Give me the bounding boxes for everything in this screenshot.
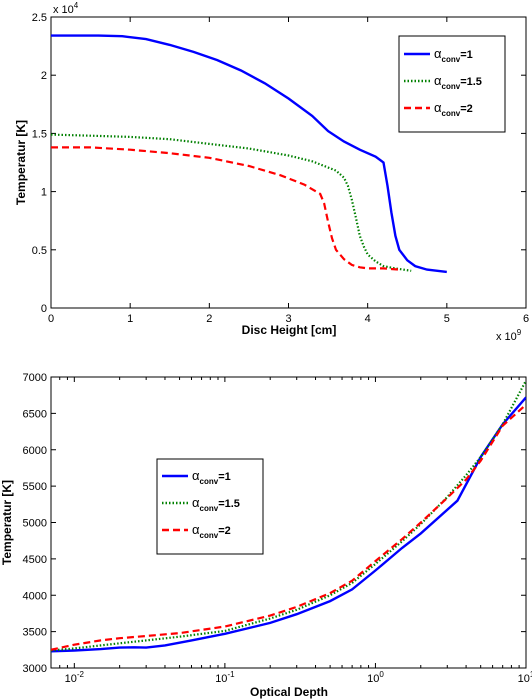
y-tick-label: 3500 xyxy=(23,627,47,639)
x-tick-label: 0 xyxy=(48,313,54,325)
y-tick-label: 3000 xyxy=(23,663,47,675)
y-tick-label: 1.5 xyxy=(32,128,47,140)
y-tick-label: 6000 xyxy=(23,445,47,457)
y-tick-label: 0.5 xyxy=(32,245,47,257)
y-tick-label: 1 xyxy=(41,187,47,199)
series-lines-1 xyxy=(51,34,447,274)
legend-label: αconv=1.5 xyxy=(192,495,240,513)
legend-1: αconv=1 αconv=1.5 αconv=2 xyxy=(398,35,506,133)
ticks-2: 10-2 10-1 100 101 3000 3500 4000 4500 5000 5500 60… xyxy=(23,372,532,685)
x-tick-label: 3 xyxy=(285,313,291,325)
legend-label: αconv=2 xyxy=(192,522,231,540)
y-tick-label: 4500 xyxy=(23,554,47,566)
y-tick-label: 2 xyxy=(41,70,47,82)
series-line xyxy=(51,133,412,272)
x-tick-label: 101 xyxy=(518,670,532,685)
ticks-1: 0 1 2 3 4 5 6 0 0.5 1 1.5 2 2.5 xyxy=(32,12,529,325)
x-tick-label: 10-2 xyxy=(65,670,85,685)
legend-label: αconv=1 xyxy=(192,468,231,486)
chart-optical-depth: 10-2 10-1 100 101 3000 3500 4000 4500 5000 5500 60… xyxy=(0,372,532,699)
legend-label: αconv=1.5 xyxy=(434,73,482,91)
x-tick-label: 4 xyxy=(365,313,371,325)
x-tick-label: 5 xyxy=(444,313,450,325)
chart-disc-height: 0 1 2 3 4 5 6 0 0.5 1 1.5 2 2.5 Disc Height [cm] Tem… xyxy=(14,1,529,343)
x-multiplier-1: x 109 xyxy=(496,328,522,343)
y-axis-label-2: Temperatur [K] xyxy=(0,480,14,565)
series-line xyxy=(51,396,526,653)
y-tick-label: 2.5 xyxy=(32,12,47,24)
y-tick-label: 5500 xyxy=(23,481,47,493)
y-multiplier-1: x 104 xyxy=(53,1,79,16)
legend-box-1 xyxy=(398,35,506,133)
y-tick-label: 0 xyxy=(41,303,47,315)
series-line xyxy=(51,146,400,271)
x-tick-label: 6 xyxy=(523,313,529,325)
y-tick-label: 7000 xyxy=(23,372,47,384)
x-tick-label: 100 xyxy=(367,670,384,685)
legend-2: αconv=1 αconv=1.5 αconv=2 xyxy=(156,458,264,555)
y-tick-label: 4000 xyxy=(23,590,47,602)
x-axis-label-2: Optical Depth xyxy=(250,685,328,699)
legend-label: αconv=1 xyxy=(434,46,473,64)
series-line xyxy=(51,34,447,274)
legend-label: αconv=2 xyxy=(434,100,473,118)
series-lines-2 xyxy=(51,380,526,653)
y-axis-label-1: Temperatur [K] xyxy=(14,120,28,205)
x-tick-label: 1 xyxy=(127,313,133,325)
y-tick-label: 6500 xyxy=(23,408,47,420)
plot-area-2 xyxy=(50,376,527,669)
x-tick-label: 10-1 xyxy=(215,670,235,685)
y-tick-label: 5000 xyxy=(23,518,47,530)
x-axis-label-1: Disc Height [cm] xyxy=(242,323,337,337)
x-tick-label: 2 xyxy=(206,313,212,325)
series-line xyxy=(51,403,526,651)
